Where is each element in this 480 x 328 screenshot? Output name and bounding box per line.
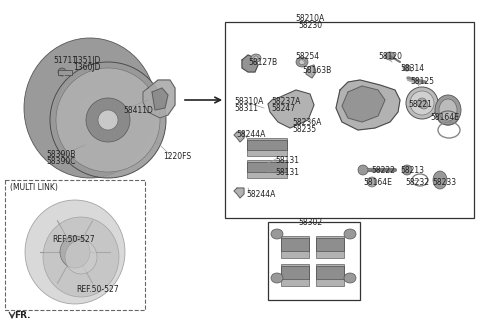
Ellipse shape — [367, 177, 377, 187]
Bar — [247, 160, 287, 178]
Text: 58237A: 58237A — [271, 97, 300, 106]
Text: 58210A: 58210A — [295, 14, 324, 23]
Polygon shape — [234, 188, 244, 198]
Text: REF.50-527: REF.50-527 — [52, 235, 95, 244]
Text: 58314: 58314 — [400, 64, 424, 73]
Polygon shape — [234, 132, 244, 142]
Text: 58164E: 58164E — [363, 178, 392, 187]
Text: 58163B: 58163B — [302, 66, 331, 75]
Ellipse shape — [385, 52, 395, 60]
Bar — [316, 236, 344, 258]
Polygon shape — [152, 88, 168, 110]
Text: 58235: 58235 — [292, 125, 316, 134]
FancyArrowPatch shape — [273, 275, 281, 280]
Text: 58127B: 58127B — [248, 58, 277, 67]
Text: 58236A: 58236A — [292, 118, 322, 127]
Text: 58213: 58213 — [400, 166, 424, 175]
Bar — [281, 264, 309, 286]
Text: 51711: 51711 — [53, 56, 77, 65]
Text: 58131: 58131 — [275, 156, 299, 165]
Ellipse shape — [271, 229, 283, 239]
Ellipse shape — [60, 236, 90, 268]
Bar — [281, 236, 309, 258]
Text: 58254: 58254 — [295, 52, 319, 61]
Text: 58131: 58131 — [275, 168, 299, 177]
Text: 58302: 58302 — [298, 218, 322, 227]
Polygon shape — [306, 65, 316, 78]
Polygon shape — [342, 86, 385, 122]
Text: 58222: 58222 — [371, 166, 395, 175]
Bar — [247, 138, 287, 156]
Text: 58230: 58230 — [298, 21, 322, 30]
Text: 58232: 58232 — [405, 178, 429, 187]
Ellipse shape — [43, 217, 119, 297]
Ellipse shape — [344, 273, 356, 283]
Polygon shape — [336, 80, 400, 130]
Bar — [316, 266, 344, 279]
Ellipse shape — [358, 165, 368, 175]
Text: 58120: 58120 — [378, 52, 402, 61]
Bar — [247, 140, 287, 150]
Ellipse shape — [98, 110, 118, 130]
Ellipse shape — [439, 99, 457, 121]
Text: 58411D: 58411D — [123, 106, 153, 115]
Ellipse shape — [58, 68, 66, 76]
Ellipse shape — [420, 101, 428, 109]
Ellipse shape — [86, 98, 130, 142]
Text: 58311: 58311 — [234, 104, 258, 113]
Bar — [247, 162, 287, 172]
Text: 58310A: 58310A — [234, 97, 264, 106]
Ellipse shape — [344, 229, 356, 239]
Ellipse shape — [24, 38, 156, 178]
Bar — [316, 264, 344, 286]
Text: 58164E: 58164E — [430, 113, 459, 122]
Bar — [281, 266, 309, 279]
Ellipse shape — [417, 98, 427, 108]
Ellipse shape — [56, 70, 132, 150]
Text: (MULTI LINK): (MULTI LINK) — [10, 183, 58, 192]
Polygon shape — [268, 90, 314, 128]
Ellipse shape — [433, 171, 447, 189]
Text: 58233: 58233 — [432, 178, 456, 187]
Text: REF.50-527: REF.50-527 — [76, 285, 119, 294]
Bar — [268, 222, 360, 300]
Ellipse shape — [435, 95, 461, 125]
Text: 58221: 58221 — [408, 100, 432, 109]
Text: 1351JD: 1351JD — [73, 56, 100, 65]
Text: 58244A: 58244A — [236, 130, 265, 139]
Bar — [316, 238, 344, 251]
Bar — [281, 238, 309, 251]
Bar — [58, 70, 72, 75]
FancyArrowPatch shape — [346, 231, 354, 236]
Bar — [225, 22, 474, 218]
Text: 1360JD: 1360JD — [73, 63, 100, 72]
Ellipse shape — [50, 62, 166, 178]
Text: 58125: 58125 — [410, 77, 434, 86]
Ellipse shape — [254, 56, 258, 60]
Polygon shape — [143, 80, 175, 118]
Bar — [5, 180, 145, 310]
Ellipse shape — [406, 87, 438, 119]
Ellipse shape — [402, 165, 412, 175]
Text: FR.: FR. — [14, 312, 31, 320]
Text: 58390C: 58390C — [46, 157, 75, 166]
Text: 58247: 58247 — [271, 104, 295, 113]
Ellipse shape — [410, 91, 434, 115]
Ellipse shape — [271, 273, 283, 283]
Text: 58244A: 58244A — [246, 190, 276, 199]
Polygon shape — [242, 55, 258, 72]
Ellipse shape — [80, 95, 108, 125]
FancyArrowPatch shape — [273, 231, 281, 236]
Ellipse shape — [403, 65, 411, 71]
Text: 1220FS: 1220FS — [163, 152, 191, 161]
FancyArrowPatch shape — [346, 275, 354, 280]
Text: 58390B: 58390B — [46, 150, 75, 159]
Ellipse shape — [25, 200, 125, 304]
Ellipse shape — [251, 54, 261, 62]
Ellipse shape — [296, 57, 308, 67]
Ellipse shape — [65, 240, 97, 274]
Ellipse shape — [299, 59, 305, 65]
Ellipse shape — [56, 68, 160, 172]
